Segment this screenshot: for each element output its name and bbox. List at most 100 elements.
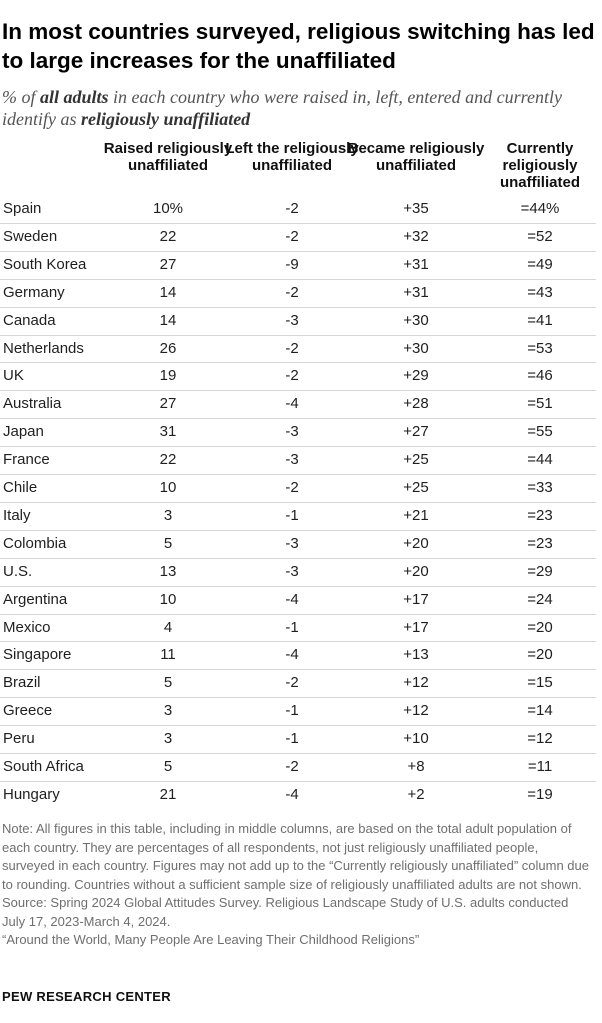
subtitle-emphasis: religiously unaffiliated (81, 109, 251, 129)
cell-became: +30 (403, 339, 429, 357)
cell-current: =12 (527, 730, 553, 748)
cell-current: =44 (527, 451, 553, 469)
cell-became: +8 (407, 758, 425, 775)
row-divider (0, 780, 596, 782)
cell-country: Singapore (3, 646, 72, 664)
subtitle-emphasis: all adults (40, 87, 109, 107)
cell-became: +30 (403, 311, 429, 329)
cell-raised: 5 (163, 674, 173, 692)
cell-left: -3 (285, 534, 299, 552)
table-row: Colombia 5 -3 +20 =23 (0, 530, 602, 558)
cell-left: -2 (285, 367, 299, 385)
cell-raised: 27 (159, 395, 177, 413)
row-divider (0, 669, 596, 671)
row-divider (0, 557, 596, 559)
table-row: Netherlands 26 -2 +30 =53 (0, 335, 602, 363)
cell-left: -3 (285, 562, 299, 580)
cell-raised: 22 (159, 227, 177, 245)
cell-country: Australia (3, 395, 62, 413)
note-text: Note: All figures in this table, includi… (2, 821, 589, 892)
cell-raised: 26 (159, 339, 177, 357)
cell-left: -3 (285, 451, 299, 469)
cell-current: =23 (527, 534, 553, 552)
cell-raised: 31 (159, 423, 177, 441)
cell-raised: 10% (152, 200, 184, 217)
cell-current: =11 (527, 758, 553, 775)
row-divider (0, 529, 596, 531)
cell-became: +12 (403, 674, 429, 692)
cell-raised: 21 (159, 785, 177, 803)
cell-raised: 11 (160, 646, 176, 664)
cell-country: Argentina (3, 590, 68, 608)
cell-current: =20 (527, 646, 553, 664)
cell-left: -4 (285, 395, 299, 413)
row-divider (0, 306, 596, 308)
table-row: Italy 3 -1 +21 =23 (0, 502, 602, 530)
cell-country: Hungary (3, 785, 60, 803)
cell-raised: 3 (163, 506, 173, 524)
cell-country: UK (3, 367, 24, 385)
cell-left: -1 (285, 506, 299, 524)
table-row: Canada 14 -3 +30 =41 (0, 307, 602, 335)
cell-left: -2 (285, 283, 299, 301)
row-divider (0, 250, 596, 252)
table-row: Brazil 5 -2 +12 =15 (0, 669, 602, 697)
cell-current: =49 (527, 255, 553, 273)
table-row: South Korea 27 -9 +31 =49 (0, 251, 602, 279)
cell-country: Brazil (3, 674, 41, 692)
cell-left: -2 (285, 200, 299, 217)
cell-left: -2 (285, 758, 299, 775)
row-divider (0, 362, 596, 364)
subtitle-text: % of (2, 87, 40, 107)
cell-left: -4 (285, 785, 299, 803)
column-header-current: Currently religiously unaffiliated (499, 140, 580, 191)
cell-left: -2 (285, 227, 299, 245)
cell-left: -2 (285, 479, 299, 496)
cell-left: -2 (285, 339, 299, 357)
row-divider (0, 334, 596, 336)
cell-country: France (3, 451, 50, 469)
row-divider (0, 613, 596, 615)
row-divider (0, 585, 596, 587)
cell-country: Italy (3, 506, 31, 524)
cell-became: +2 (407, 785, 425, 803)
row-divider (0, 446, 596, 448)
cell-left: -3 (285, 311, 299, 329)
table-row: Germany 14 -2 +31 =43 (0, 279, 602, 307)
cell-raised: 22 (159, 451, 177, 469)
row-divider (0, 697, 596, 699)
cell-raised: 27 (159, 255, 177, 273)
cell-country: Germany (3, 283, 65, 301)
cell-country: Canada (3, 311, 56, 329)
cell-country: Greece (3, 702, 53, 720)
cell-current: =19 (527, 785, 553, 803)
cell-became: +31 (403, 283, 429, 301)
cell-became: +10 (403, 730, 429, 748)
chart-subtitle: % of all adults in each country who were… (2, 86, 598, 130)
row-divider (0, 501, 596, 503)
cell-current: =46 (527, 367, 553, 385)
cell-current: =51 (527, 395, 553, 413)
cell-current: =52 (527, 227, 553, 245)
cell-country: South Africa (3, 758, 84, 775)
table-row: Argentina 10 -4 +17 =24 (0, 586, 602, 614)
cell-became: +17 (403, 590, 429, 608)
cell-current: =20 (527, 618, 553, 636)
cell-became: +28 (403, 395, 429, 413)
cell-raised: 3 (163, 702, 173, 720)
table-row: Greece 3 -1 +12 =14 (0, 697, 602, 725)
cell-current: =55 (527, 423, 553, 441)
cell-raised: 5 (163, 758, 173, 775)
cell-raised: 10 (159, 590, 177, 608)
cell-became: +13 (403, 646, 429, 664)
table-row: Japan 31 -3 +27 =55 (0, 418, 602, 446)
source-text: Source: Spring 2024 Global Attitudes Sur… (2, 895, 569, 929)
cell-current: =44% (520, 200, 560, 217)
cell-raised: 13 (159, 562, 177, 580)
table-row: U.S. 13 -3 +20 =29 (0, 558, 602, 586)
column-header-raised: Raised religiously unaffiliated (103, 140, 233, 174)
cell-current: =24 (527, 590, 553, 608)
row-divider (0, 222, 596, 224)
cell-became: +25 (403, 451, 429, 469)
cell-current: =33 (527, 479, 553, 496)
